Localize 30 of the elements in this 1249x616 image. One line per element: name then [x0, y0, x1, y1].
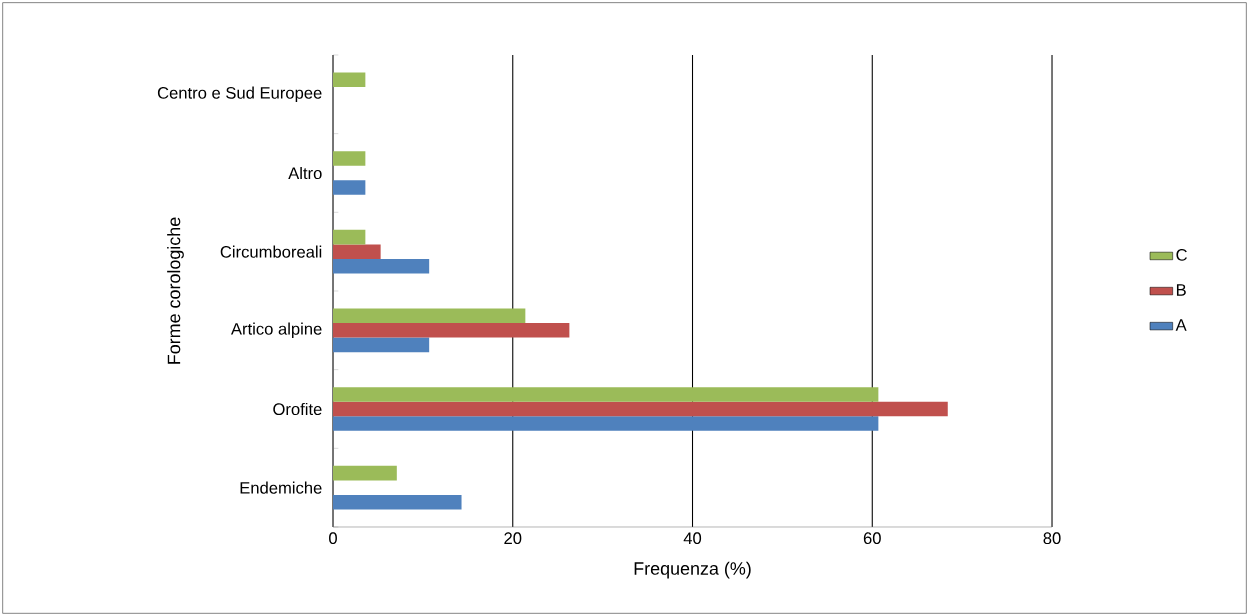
bar [333, 465, 397, 481]
bar [333, 416, 879, 431]
bar [333, 72, 366, 88]
legend-label: A [1175, 319, 1187, 331]
y-tick-label: Circumboreali [220, 245, 322, 258]
y-tick-label: Endemiche [240, 481, 322, 494]
bar [333, 337, 430, 353]
legend-label: B [1176, 284, 1186, 296]
y-tick-label: Altro [288, 166, 322, 180]
bar [333, 401, 948, 417]
bar [333, 494, 462, 510]
bar [333, 323, 570, 338]
y-axis-title: Forme corologiche [167, 217, 184, 364]
bar [333, 229, 366, 245]
x-tick-label: 40 [683, 532, 702, 545]
y-tick-label: Orofite [273, 402, 322, 416]
bar [333, 180, 366, 195]
x-tick-label: 80 [1043, 532, 1061, 545]
x-tick-label: 60 [863, 532, 881, 545]
x-axis-title: Frequenza (%) [634, 561, 751, 579]
x-tick-label: 0 [329, 532, 337, 545]
bar [333, 258, 430, 274]
y-tick-label: Centro e Sud Europee [157, 86, 322, 103]
legend-label: C [1176, 249, 1187, 261]
bar [333, 387, 879, 402]
y-tick-label: Artico alpine [230, 322, 322, 339]
x-tick-label: 20 [504, 532, 522, 545]
bar [333, 151, 366, 166]
bar [333, 308, 526, 324]
bar [333, 244, 381, 259]
